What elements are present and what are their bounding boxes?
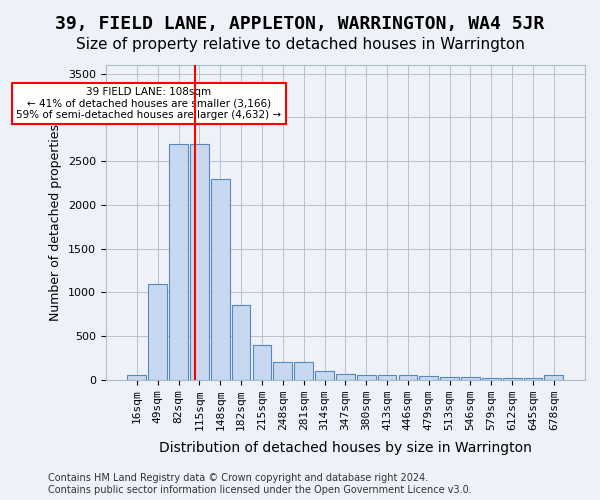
Bar xyxy=(148,284,167,380)
Bar xyxy=(503,378,521,380)
Text: Size of property relative to detached houses in Warrington: Size of property relative to detached ho… xyxy=(76,38,524,52)
Bar xyxy=(211,178,230,380)
Bar xyxy=(232,306,250,380)
Bar xyxy=(377,375,397,380)
Text: Contains HM Land Registry data © Crown copyright and database right 2024.
Contai: Contains HM Land Registry data © Crown c… xyxy=(48,474,472,495)
Bar xyxy=(190,144,209,380)
Bar xyxy=(294,362,313,380)
Y-axis label: Number of detached properties: Number of detached properties xyxy=(49,124,62,321)
Bar xyxy=(253,344,271,380)
Bar xyxy=(169,144,188,380)
Bar xyxy=(544,376,563,380)
Bar xyxy=(440,377,459,380)
Bar xyxy=(274,362,292,380)
Bar xyxy=(461,377,480,380)
Bar xyxy=(398,376,417,380)
Bar xyxy=(524,378,542,380)
Bar xyxy=(127,376,146,380)
Bar xyxy=(336,374,355,380)
Bar xyxy=(419,376,438,380)
Text: 39, FIELD LANE, APPLETON, WARRINGTON, WA4 5JR: 39, FIELD LANE, APPLETON, WARRINGTON, WA… xyxy=(55,15,545,33)
X-axis label: Distribution of detached houses by size in Warrington: Distribution of detached houses by size … xyxy=(159,441,532,455)
Bar xyxy=(315,371,334,380)
Text: 39 FIELD LANE: 108sqm
← 41% of detached houses are smaller (3,166)
59% of semi-d: 39 FIELD LANE: 108sqm ← 41% of detached … xyxy=(16,87,281,120)
Bar xyxy=(357,375,376,380)
Bar xyxy=(482,378,500,380)
